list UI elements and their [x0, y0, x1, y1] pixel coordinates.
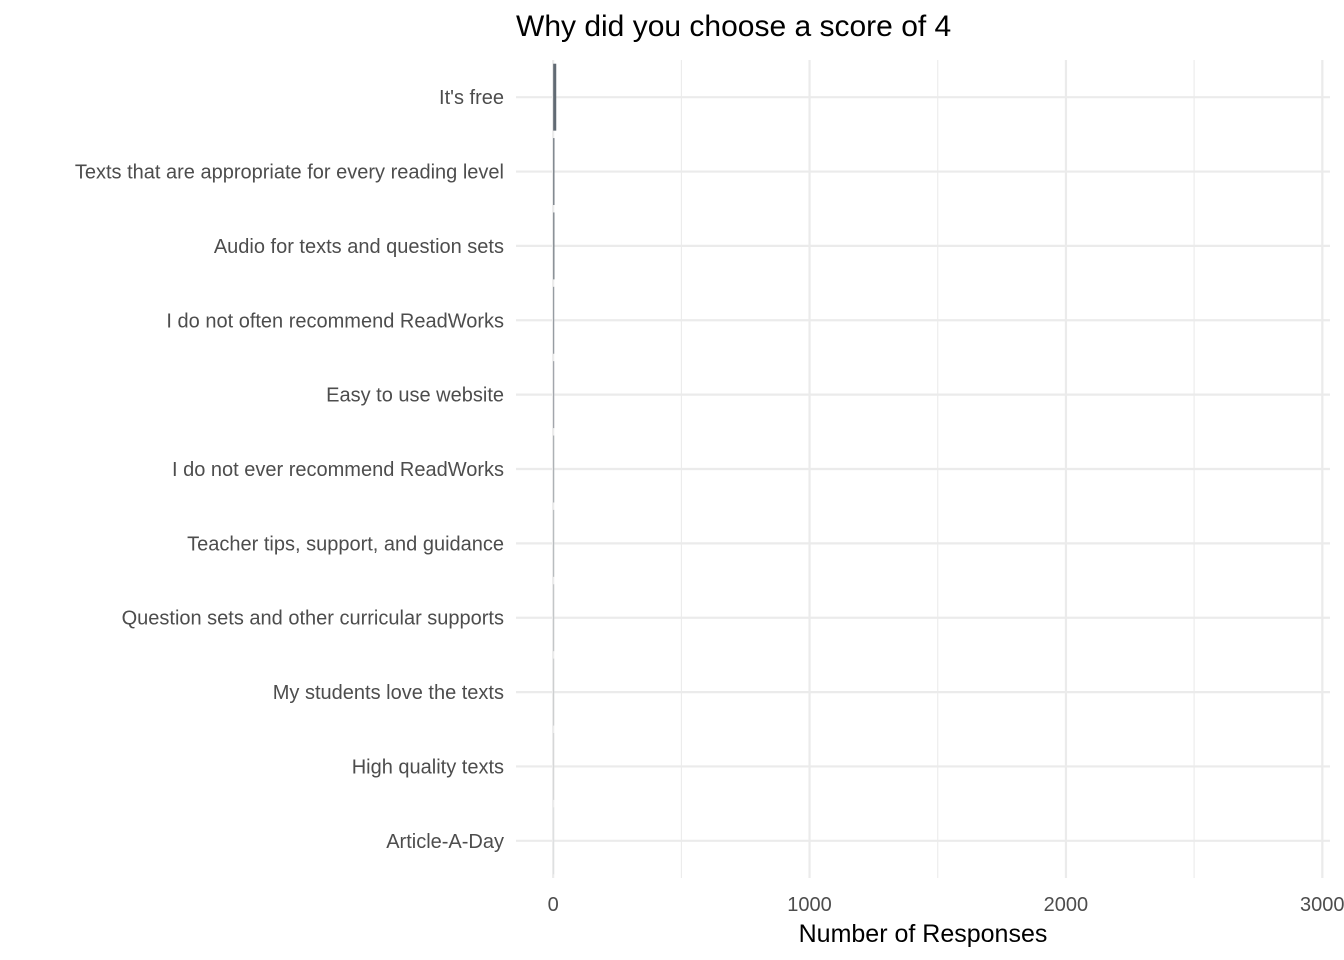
- bar: [553, 658, 555, 726]
- bar: [553, 361, 555, 429]
- category-labels: It's free Texts that are appropriate for …: [75, 87, 504, 853]
- x-axis-ticks: 0 1000 2000 3000: [548, 894, 1344, 916]
- category-label: Texts that are appropriate for every rea…: [75, 162, 504, 184]
- bar: [553, 732, 555, 800]
- chart-title: Why did you choose a score of 4: [516, 10, 951, 43]
- category-label: It's free: [439, 87, 504, 109]
- bar: [553, 584, 555, 652]
- category-label: Teacher tips, support, and guidance: [187, 533, 504, 555]
- category-label: Easy to use website: [326, 385, 504, 407]
- bar: [553, 435, 555, 503]
- x-tick-label: 2000: [1044, 894, 1089, 916]
- bars: [553, 63, 557, 875]
- category-label: High quality texts: [352, 756, 504, 778]
- bar: [553, 63, 557, 131]
- x-tick-label: 1000: [787, 894, 832, 916]
- grid-lines: [516, 60, 1330, 878]
- bar: [553, 509, 555, 577]
- bar: [553, 807, 555, 875]
- x-tick-label: 3000: [1300, 894, 1344, 916]
- bar: [553, 286, 555, 354]
- x-axis-title: Number of Responses: [799, 920, 1048, 948]
- bar: [553, 212, 555, 280]
- category-label: I do not ever recommend ReadWorks: [172, 459, 504, 481]
- category-label: Question sets and other curricular suppo…: [122, 608, 504, 630]
- bar: [553, 138, 555, 206]
- category-label: I do not often recommend ReadWorks: [166, 310, 504, 332]
- x-tick-label: 0: [548, 894, 559, 916]
- category-label: Audio for texts and question sets: [214, 236, 504, 258]
- category-label: My students love the texts: [273, 682, 504, 704]
- category-label: Article-A-Day: [386, 831, 504, 853]
